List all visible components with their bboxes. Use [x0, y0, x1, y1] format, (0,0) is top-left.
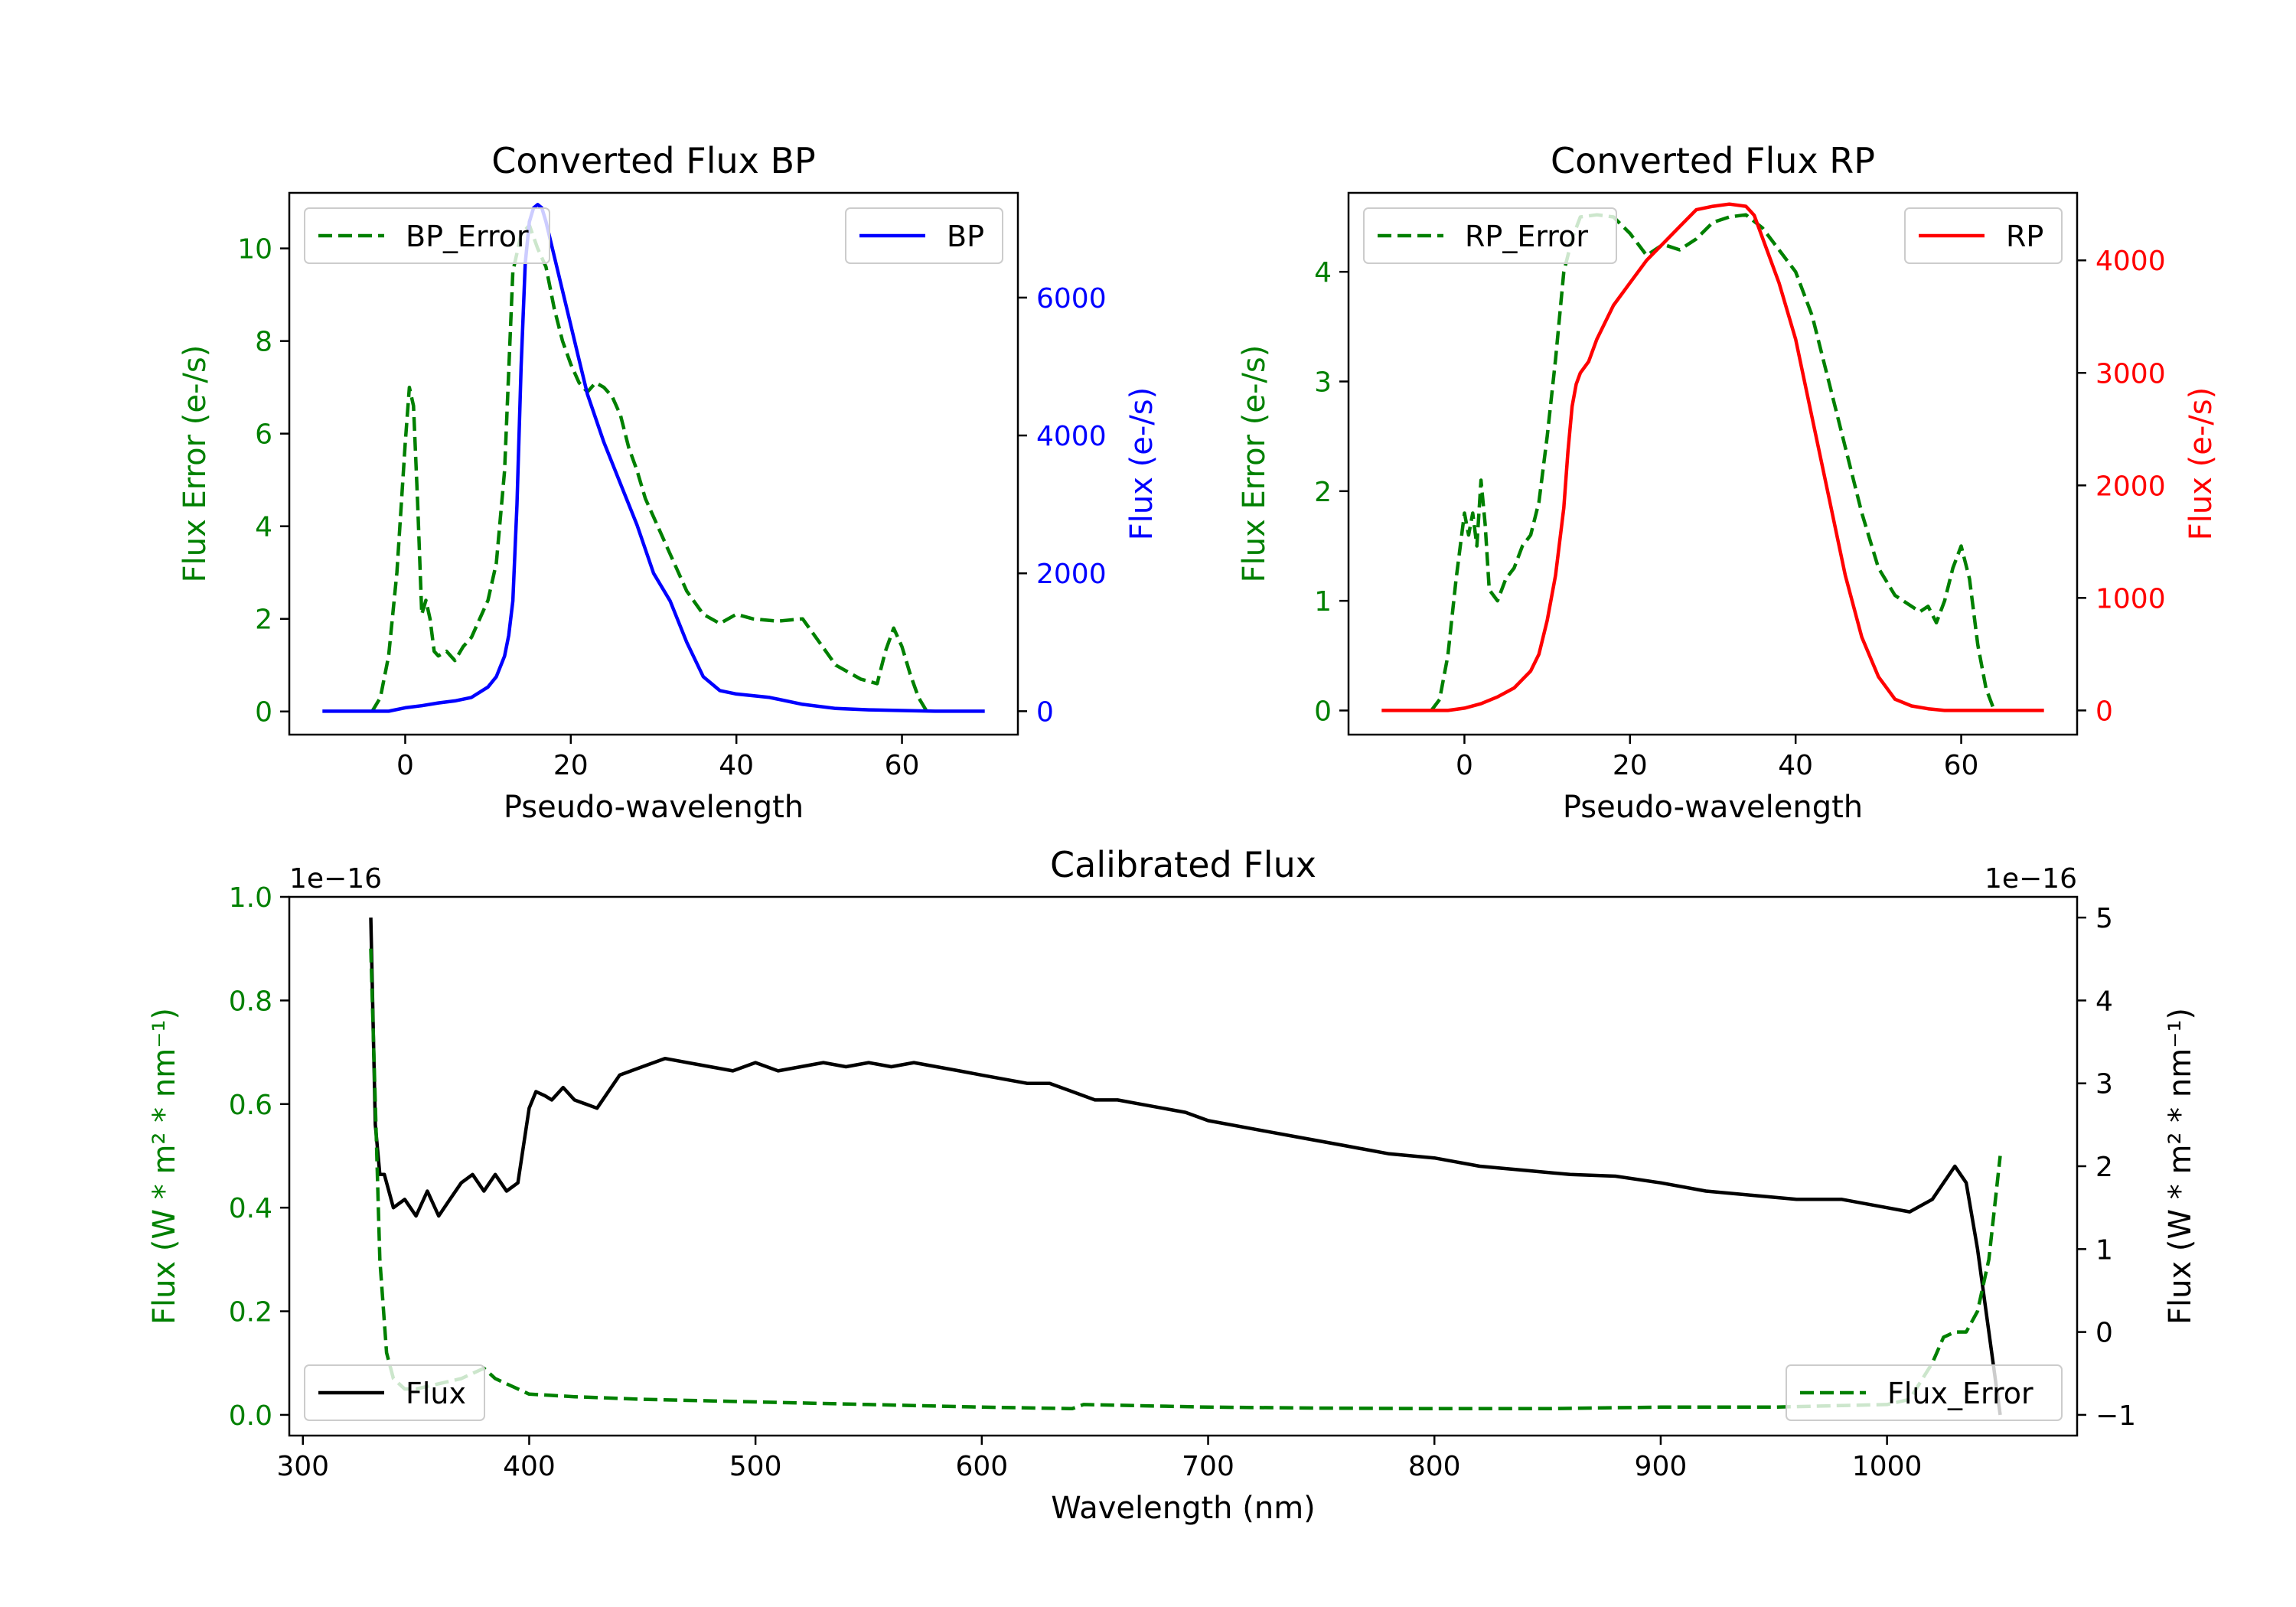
y-right-axis-label: Flux (e-/s) — [2183, 387, 2219, 540]
y-right-tick-label: 4 — [2095, 986, 2113, 1017]
chart-title: Calibrated Flux — [1050, 844, 1316, 885]
y-right-tick-label: 3000 — [2095, 358, 2166, 390]
y-tick-label: 0.4 — [229, 1193, 272, 1224]
y-right-tick-label: 3 — [2095, 1069, 2113, 1100]
x-tick-label: 500 — [729, 1451, 782, 1482]
plot-frame — [288, 191, 1019, 736]
x-tick-label: 600 — [955, 1451, 1008, 1482]
y-tick-label: 10 — [237, 234, 272, 266]
legend-left: Flux — [304, 1364, 485, 1421]
chart-2: 300 400 500 600 700 800 900 1000 0.0 0.2 0.4 0.6 0.8… — [147, 844, 2198, 1526]
y-right-tick-label: 2000 — [2095, 471, 2166, 502]
y-right-tick-label: −1 — [2095, 1400, 2136, 1432]
x-tick-label: 800 — [1408, 1451, 1461, 1482]
y-right-tick-label: 2 — [2095, 1152, 2113, 1183]
plot-frame — [1347, 191, 2079, 736]
series-line-flux — [369, 918, 2002, 1416]
legend-label: BP_Error — [406, 220, 529, 253]
legend-label: BP — [947, 220, 984, 253]
legend-right: BP — [845, 207, 1003, 264]
x-tick-label: 40 — [719, 750, 754, 781]
y-right-tick-label: 6000 — [1036, 283, 1107, 315]
legend-right: Flux_Error — [1786, 1364, 2063, 1421]
legend-box — [1363, 207, 1617, 264]
chart-title: Converted Flux BP — [491, 140, 816, 181]
y-tick-label: 4 — [1314, 257, 1332, 288]
legend-right: RP — [1904, 207, 2063, 264]
y-tick-label: 0 — [255, 697, 272, 729]
y-tick-label: 8 — [255, 327, 272, 358]
x-axis-label: Wavelength (nm) — [1051, 1491, 1316, 1526]
legend-box — [1786, 1364, 2063, 1421]
x-axis-label: Pseudo-wavelength — [504, 790, 804, 825]
y-axis-label: Flux Error (e-/s) — [1237, 345, 1272, 583]
y-tick-label: 1 — [1314, 586, 1332, 618]
y-tick-label: 4 — [255, 512, 272, 543]
y-tick-label: 6 — [255, 419, 272, 451]
legend-label: Flux_Error — [1887, 1377, 2033, 1410]
legend-label: Flux — [406, 1377, 466, 1410]
x-tick-label: 60 — [1944, 750, 1979, 781]
series-line-rp — [1381, 202, 2044, 712]
x-tick-label: 700 — [1182, 1451, 1234, 1482]
y-tick-label: 0.0 — [229, 1400, 272, 1432]
y-right-tick-label: 4000 — [1036, 421, 1107, 452]
y-axis-label: Flux Error (e-/s) — [178, 345, 213, 583]
y-tick-label: 1.0 — [229, 882, 272, 914]
series-line-rp-error — [1430, 213, 1996, 712]
y-right-tick-label: 4000 — [2095, 246, 2166, 277]
y-tick-label: 0.8 — [229, 986, 272, 1017]
chart-title: Converted Flux RP — [1551, 140, 1875, 181]
y-tick-label: 2 — [1314, 477, 1332, 508]
x-tick-label: 0 — [396, 750, 414, 781]
x-tick-label: 400 — [503, 1451, 556, 1482]
y-tick-label: 0 — [1314, 696, 1332, 727]
x-tick-label: 300 — [276, 1451, 329, 1482]
legend-label: RP_Error — [1465, 220, 1588, 253]
y-right-tick-label: 0 — [2095, 1318, 2113, 1349]
legend-box — [304, 1364, 485, 1421]
y-tick-label: 0.2 — [229, 1297, 272, 1328]
legend-box — [304, 207, 550, 264]
legend-label: RP — [2006, 220, 2043, 253]
x-tick-label: 20 — [553, 750, 589, 781]
series-line-bp — [322, 203, 985, 713]
y-axis-label: Flux (W * m² * nm⁻¹) — [147, 1008, 182, 1325]
x-tick-label: 0 — [1456, 750, 1473, 781]
y-right-tick-label: 1000 — [2095, 583, 2166, 614]
series-line-flux-error — [369, 948, 2002, 1411]
x-tick-label: 20 — [1613, 750, 1648, 781]
y-tick-label: 0.6 — [229, 1090, 272, 1121]
legend-left: RP_Error — [1363, 207, 1617, 264]
y-right-tick-label: 0 — [1036, 696, 1054, 728]
plot-frame — [288, 895, 2079, 1437]
offset-text-left: 1e−16 — [289, 863, 382, 895]
y-right-axis-label: Flux (e-/s) — [1124, 387, 1159, 540]
y-tick-label: 2 — [255, 605, 272, 636]
x-tick-label: 900 — [1635, 1451, 1688, 1482]
x-tick-label: 1000 — [1852, 1451, 1923, 1482]
y-tick-label: 3 — [1314, 367, 1332, 399]
series-line-bp-error — [370, 223, 928, 712]
y-right-axis-label: Flux (W * m² * nm⁻¹) — [2163, 1008, 2198, 1325]
legend-left: BP_Error — [304, 207, 550, 264]
offset-text-right: 1e−16 — [1985, 863, 2077, 895]
x-tick-label: 40 — [1778, 750, 1813, 781]
x-axis-label: Pseudo-wavelength — [1563, 790, 1863, 825]
x-tick-label: 60 — [885, 750, 920, 781]
y-right-tick-label: 1 — [2095, 1234, 2113, 1266]
y-right-tick-label: 2000 — [1036, 559, 1107, 590]
y-right-tick-label: 5 — [2095, 903, 2113, 934]
y-right-tick-label: 0 — [2095, 696, 2113, 727]
chart-0: 0 20 40 60 0 2 4 6 8 10 0 2000 4000 6000 Converted Flu… — [178, 140, 1159, 825]
